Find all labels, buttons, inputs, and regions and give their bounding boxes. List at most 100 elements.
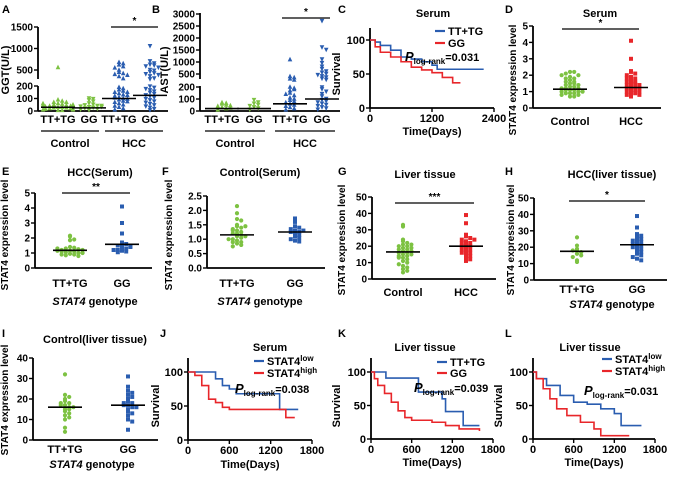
x-tick-label: HCC — [619, 116, 643, 128]
p-value-prefix: P — [414, 380, 423, 395]
data-point — [115, 248, 120, 252]
data-point — [226, 237, 231, 242]
y-tick-label: 5 — [522, 22, 528, 33]
data-point — [116, 59, 122, 65]
data-point — [319, 66, 325, 72]
panel-letter: E — [2, 166, 9, 178]
x-axis-label-italic: STAT4 — [49, 459, 85, 471]
data-point — [234, 211, 240, 216]
data-point — [291, 74, 297, 80]
y-tick-label: 30 — [518, 226, 530, 237]
x-tick-label: 0 — [368, 444, 374, 456]
data-point — [319, 94, 325, 99]
data-point — [293, 219, 297, 224]
data-point — [572, 94, 577, 99]
data-point — [120, 241, 124, 246]
data-point — [574, 243, 580, 248]
data-point — [319, 60, 325, 66]
data-point — [230, 244, 235, 249]
data-point — [143, 72, 149, 77]
data-point — [323, 69, 329, 74]
p-value-prefix: P — [405, 49, 414, 64]
data-point — [580, 89, 585, 94]
data-point — [319, 57, 325, 62]
data-point — [230, 237, 235, 242]
data-group — [570, 235, 584, 265]
data-point — [239, 242, 244, 248]
data-point — [635, 225, 639, 230]
data-point — [40, 102, 46, 108]
data-point — [239, 229, 244, 235]
y-axis-label: STAT4 expression level — [506, 184, 517, 295]
data-point — [293, 238, 297, 243]
data-point — [64, 102, 69, 108]
data-point — [251, 101, 257, 107]
data-point — [409, 245, 414, 250]
data-point — [130, 411, 135, 416]
data-point — [319, 64, 325, 70]
data-point — [319, 101, 325, 107]
y-tick-label: 50 — [516, 401, 528, 413]
p-value: Plog-rank=0.031 — [584, 383, 658, 400]
data-point — [125, 98, 130, 104]
y-tick-label: 0 — [177, 435, 183, 447]
data-point — [126, 427, 130, 432]
x-tick-label: TT+TG — [272, 114, 307, 126]
data-point — [400, 267, 406, 272]
data-point — [128, 245, 133, 249]
x-tick-label: GG — [245, 114, 262, 126]
data-point — [156, 65, 161, 71]
data-point — [59, 252, 64, 257]
panel-title: Control(Serum) — [220, 167, 301, 179]
y-axis-label: Survival — [331, 385, 343, 428]
y-axis-label: AST(U/L) — [159, 46, 171, 93]
data-point — [112, 89, 118, 95]
y-tick-label: 200 — [178, 83, 195, 94]
data-point — [62, 413, 68, 418]
data-point — [635, 238, 639, 243]
y-tick-label: 500 — [16, 66, 33, 77]
data-point — [147, 84, 153, 89]
data-point — [639, 250, 644, 255]
data-point — [151, 106, 157, 112]
x-tick-label: 0 — [367, 113, 373, 125]
y-tick-label: 100 — [16, 94, 33, 105]
data-point — [315, 100, 321, 105]
panel-letter: J — [160, 328, 166, 340]
panel-title: Liver tissue — [394, 169, 455, 181]
y-tick-label: 50 — [356, 193, 368, 204]
p-value: Plog-rank=0.031 — [405, 49, 479, 66]
data-point — [40, 106, 46, 112]
data-point — [635, 245, 639, 250]
x-axis-label: Time(Days) — [402, 457, 461, 469]
data-point — [297, 225, 302, 230]
data-point — [72, 245, 77, 250]
y-tick-label: 0 — [359, 103, 365, 115]
y-tick-label: 0 — [522, 104, 528, 115]
p-value-value: =0.031 — [445, 52, 479, 64]
data-point — [464, 245, 468, 250]
legend-entry: STAT4high — [615, 364, 665, 378]
x-axis-label-text: genotype — [606, 299, 655, 311]
data-point — [234, 228, 240, 233]
y-axis-label: GGT(U/L) — [0, 45, 12, 94]
data-point — [400, 239, 406, 244]
panel-letter: C — [338, 4, 346, 16]
data-point — [151, 91, 157, 97]
data-point — [635, 214, 639, 219]
data-point — [635, 241, 639, 246]
data-point — [147, 44, 153, 49]
data-point — [629, 38, 633, 43]
data-point — [639, 237, 644, 241]
data-point — [112, 99, 118, 105]
data-point — [396, 262, 401, 267]
p-value-prefix: P — [584, 383, 593, 398]
y-tick-label: 0 — [22, 436, 28, 447]
y-tick-label: 0.5 — [188, 249, 202, 260]
data-point — [630, 255, 635, 260]
data-point — [67, 411, 72, 416]
data-point — [86, 108, 92, 113]
data-group — [459, 213, 477, 263]
legend-entry: TT+TG — [448, 26, 483, 38]
data-point — [637, 89, 642, 94]
